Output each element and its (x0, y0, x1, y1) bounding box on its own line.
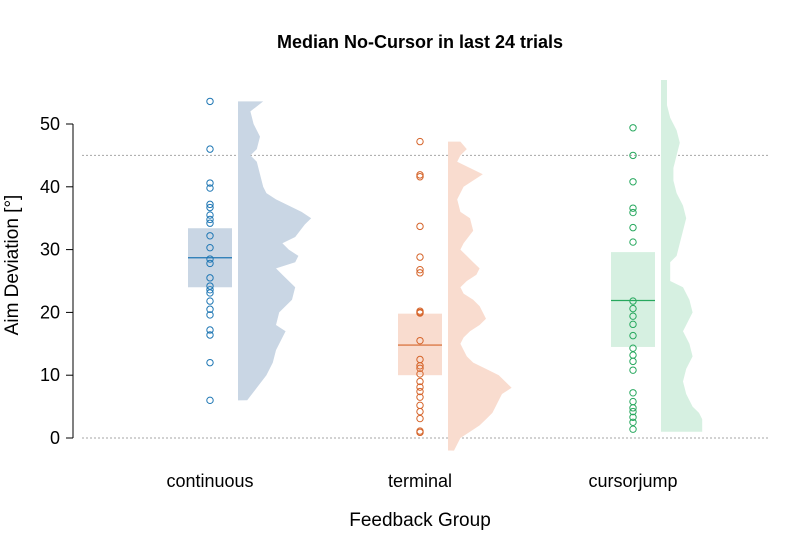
data-point-cursorjump-4 (629, 208, 637, 217)
data-point-continuous-20 (206, 326, 214, 334)
data-point-continuous-10 (206, 244, 214, 252)
data-point-continuous-18 (206, 305, 214, 313)
x-tick-label-cursorjump: cursorjump (588, 471, 677, 491)
data-point-continuous-22 (206, 358, 214, 367)
data-point-terminal-17 (416, 387, 424, 396)
data-point-cursorjump-2 (629, 178, 637, 186)
data-point-continuous-0 (206, 97, 214, 106)
box-cursorjump (611, 252, 655, 347)
data-point-continuous-11 (206, 255, 214, 263)
data-point-continuous-6 (206, 211, 214, 219)
data-point-continuous-14 (206, 282, 214, 290)
groups (188, 80, 703, 451)
group-terminal (398, 137, 512, 451)
y-tick-label-40: 40 (40, 177, 60, 197)
data-point-terminal-1 (416, 171, 424, 179)
data-point-continuous-17 (206, 297, 214, 305)
data-point-cursorjump-14 (629, 357, 637, 366)
data-point-continuous-21 (206, 331, 214, 339)
data-point-terminal-3 (416, 222, 424, 231)
data-point-cursorjump-8 (629, 304, 637, 313)
data-point-cursorjump-15 (629, 366, 637, 374)
y-tick-label-50: 50 (40, 114, 60, 134)
data-point-cursorjump-19 (629, 407, 637, 416)
data-point-terminal-16 (416, 383, 424, 391)
chart-title: Median No-Cursor in last 24 trials (277, 32, 563, 52)
group-continuous (188, 97, 312, 405)
data-point-terminal-23 (416, 428, 424, 437)
data-point-terminal-12 (416, 362, 424, 370)
y-tick-label-10: 10 (40, 365, 60, 385)
density-continuous (238, 101, 312, 401)
data-point-terminal-20 (416, 407, 424, 416)
data-point-cursorjump-18 (629, 404, 637, 412)
data-point-continuous-2 (206, 179, 214, 187)
data-point-cursorjump-20 (629, 413, 637, 421)
data-point-continuous-8 (206, 219, 214, 227)
data-point-cursorjump-0 (629, 124, 637, 132)
data-point-terminal-9 (416, 309, 424, 317)
data-point-cursorjump-13 (629, 351, 637, 359)
data-point-continuous-15 (206, 286, 214, 294)
data-point-continuous-19 (206, 311, 214, 319)
data-point-cursorjump-10 (629, 320, 637, 329)
y-axis-label: Aim Deviation [°] (2, 195, 23, 336)
x-tick-label-terminal: terminal (388, 471, 452, 491)
data-point-continuous-7 (206, 215, 214, 224)
x-tick-label-continuous: continuous (166, 471, 253, 491)
data-point-continuous-23 (206, 396, 214, 405)
data-point-terminal-2 (416, 173, 424, 181)
density-cursorjump (661, 80, 703, 432)
data-point-cursorjump-16 (629, 389, 637, 397)
data-point-terminal-19 (416, 401, 424, 410)
data-point-cursorjump-17 (629, 397, 637, 406)
box-terminal (398, 313, 442, 376)
data-point-continuous-1 (206, 145, 214, 153)
data-point-cursorjump-3 (629, 204, 637, 212)
y-tick-label-0: 0 (50, 428, 60, 448)
data-point-continuous-12 (206, 259, 214, 268)
data-point-cursorjump-6 (629, 238, 637, 246)
data-point-terminal-21 (416, 414, 424, 423)
data-point-continuous-5 (206, 203, 214, 212)
data-point-terminal-5 (416, 265, 424, 274)
data-point-continuous-4 (206, 200, 214, 209)
group-cursorjump (611, 80, 703, 433)
data-point-cursorjump-12 (629, 344, 637, 352)
data-point-terminal-10 (416, 336, 424, 345)
data-point-terminal-13 (416, 364, 424, 372)
data-point-terminal-15 (416, 377, 424, 386)
data-point-terminal-18 (416, 393, 424, 401)
data-point-cursorjump-1 (629, 151, 637, 160)
data-point-cursorjump-5 (629, 223, 637, 232)
data-point-continuous-13 (206, 274, 214, 282)
data-point-cursorjump-9 (629, 312, 637, 320)
data-point-terminal-0 (416, 137, 424, 146)
data-point-cursorjump-7 (629, 297, 637, 305)
axes: 0 10 20 30 40 50 continuous terminal cursorjump (40, 114, 678, 491)
data-point-cursorjump-22 (629, 425, 637, 433)
data-point-cursorjump-11 (629, 331, 637, 340)
density-terminal (448, 141, 512, 451)
data-point-cursorjump-21 (629, 418, 637, 426)
x-axis-label: Feedback Group (349, 510, 491, 531)
data-point-continuous-9 (206, 232, 214, 240)
data-point-continuous-16 (206, 289, 214, 297)
y-tick-label-30: 30 (40, 240, 60, 260)
data-point-terminal-14 (416, 370, 424, 378)
data-point-continuous-3 (206, 184, 214, 192)
data-point-terminal-6 (416, 269, 424, 277)
data-point-terminal-4 (416, 253, 424, 261)
y-tick-label-20: 20 (40, 302, 60, 322)
